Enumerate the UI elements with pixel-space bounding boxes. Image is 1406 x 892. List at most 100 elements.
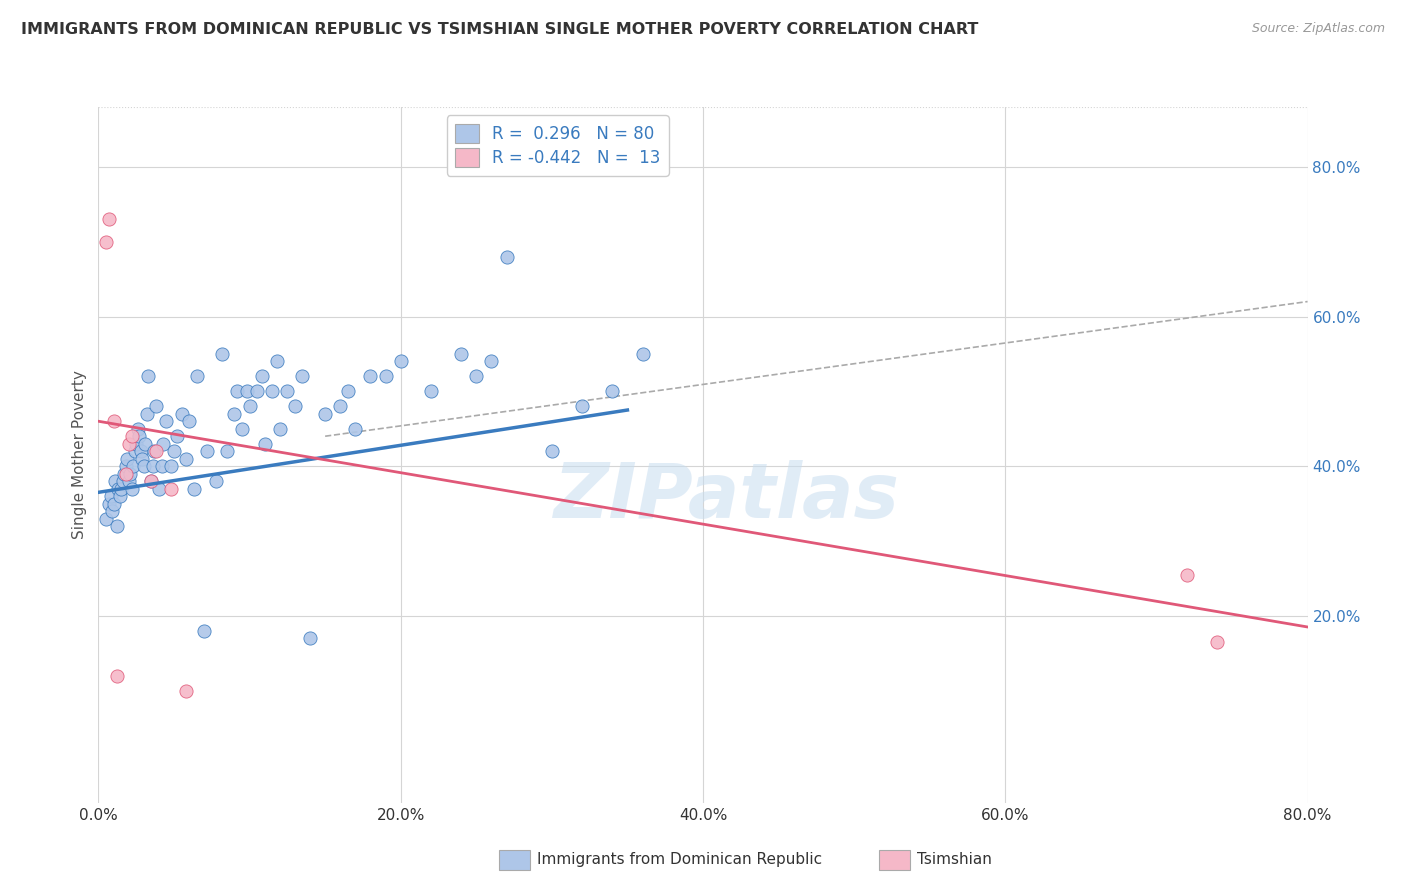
Point	[104, 474, 127, 488]
Point	[179, 414, 201, 428]
Point	[114, 459, 136, 474]
Point	[121, 482, 143, 496]
Point	[389, 354, 412, 368]
Point	[571, 399, 593, 413]
Point	[226, 384, 249, 399]
Point	[540, 444, 562, 458]
Point	[125, 436, 148, 450]
Point	[284, 399, 307, 413]
Point	[103, 497, 125, 511]
Point	[134, 436, 156, 450]
Point	[1175, 567, 1198, 582]
Point	[115, 451, 138, 466]
Point	[174, 451, 197, 466]
Text: Source: ZipAtlas.com: Source: ZipAtlas.com	[1251, 22, 1385, 36]
Point	[250, 369, 273, 384]
Point	[111, 474, 134, 488]
Point	[253, 436, 276, 450]
Point	[114, 467, 136, 481]
Point	[174, 683, 197, 698]
Point	[276, 384, 298, 399]
Point	[145, 444, 167, 458]
Point	[98, 212, 121, 227]
Point	[450, 347, 472, 361]
Point	[100, 489, 122, 503]
Point	[163, 444, 186, 458]
Point	[112, 467, 135, 481]
Point	[1206, 635, 1229, 649]
Point	[495, 250, 517, 264]
Point	[141, 474, 163, 488]
Point	[108, 489, 131, 503]
Point	[231, 422, 253, 436]
Point	[155, 414, 177, 428]
Point	[266, 354, 288, 368]
Point	[142, 459, 165, 474]
Point	[120, 467, 142, 481]
Point	[143, 444, 166, 458]
Text: Immigrants from Dominican Republic: Immigrants from Dominican Republic	[537, 853, 823, 867]
Point	[135, 407, 157, 421]
Text: IMMIGRANTS FROM DOMINICAN REPUBLIC VS TSIMSHIAN SINGLE MOTHER POVERTY CORRELATIO: IMMIGRANTS FROM DOMINICAN REPUBLIC VS TS…	[21, 22, 979, 37]
Point	[374, 369, 396, 384]
Point	[103, 414, 125, 428]
Point	[239, 399, 262, 413]
Point	[122, 459, 145, 474]
Point	[170, 407, 193, 421]
Point	[141, 474, 163, 488]
Point	[160, 459, 183, 474]
Point	[329, 399, 352, 413]
Point	[105, 519, 128, 533]
Point	[193, 624, 215, 638]
Point	[183, 482, 205, 496]
Point	[148, 482, 170, 496]
Point	[336, 384, 359, 399]
Legend: R =  0.296   N = 80, R = -0.442   N =  13: R = 0.296 N = 80, R = -0.442 N = 13	[447, 115, 669, 176]
Point	[127, 422, 149, 436]
Point	[118, 474, 141, 488]
Point	[94, 235, 117, 249]
Point	[205, 474, 228, 488]
Point	[246, 384, 269, 399]
Point	[631, 347, 654, 361]
Point	[344, 422, 367, 436]
Point	[420, 384, 443, 399]
Point	[152, 436, 174, 450]
Point	[98, 497, 121, 511]
Point	[107, 482, 129, 496]
Point	[215, 444, 238, 458]
Point	[136, 369, 159, 384]
Point	[291, 369, 314, 384]
Point	[110, 482, 132, 496]
Point	[150, 459, 173, 474]
Point	[262, 384, 284, 399]
Point	[145, 399, 167, 413]
Point	[195, 444, 218, 458]
Y-axis label: Single Mother Poverty: Single Mother Poverty	[72, 370, 87, 540]
Point	[132, 459, 155, 474]
Point	[314, 407, 336, 421]
Point	[124, 444, 146, 458]
Text: Tsimshian: Tsimshian	[917, 853, 991, 867]
Point	[299, 631, 322, 645]
Point	[166, 429, 188, 443]
Text: ZIPatlas: ZIPatlas	[554, 459, 900, 533]
Point	[118, 436, 141, 450]
Point	[360, 369, 382, 384]
Point	[131, 451, 153, 466]
Point	[160, 482, 183, 496]
Point	[94, 511, 117, 525]
Point	[235, 384, 257, 399]
Point	[186, 369, 208, 384]
Point	[602, 384, 624, 399]
Point	[269, 422, 291, 436]
Point	[121, 429, 143, 443]
Point	[224, 407, 246, 421]
Point	[129, 444, 152, 458]
Point	[211, 347, 233, 361]
Point	[105, 668, 128, 682]
Point	[101, 504, 124, 518]
Point	[128, 429, 150, 443]
Point	[481, 354, 503, 368]
Point	[465, 369, 488, 384]
